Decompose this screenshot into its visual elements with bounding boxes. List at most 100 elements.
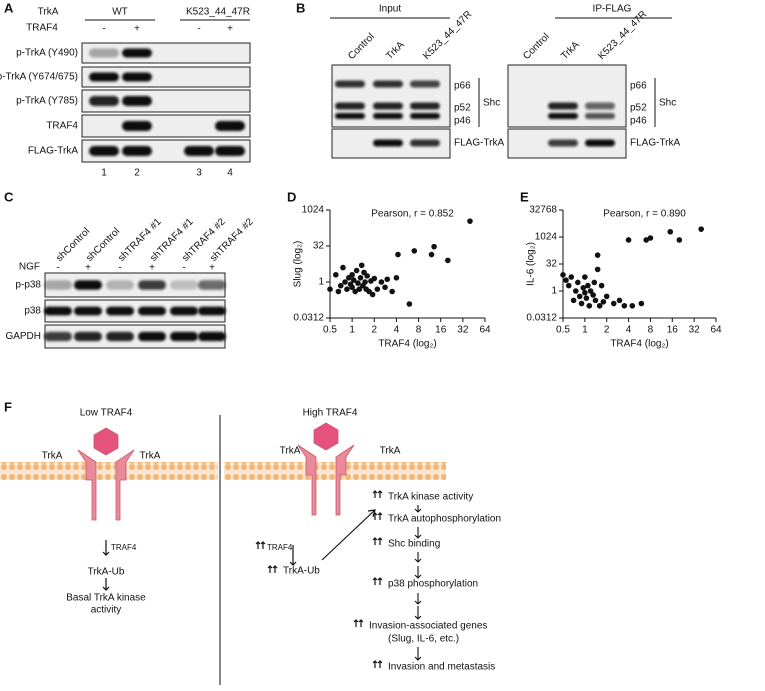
x-tick-label: 32: [457, 325, 469, 336]
band: [138, 280, 166, 290]
up-arrows: [372, 577, 383, 586]
point: [342, 279, 348, 285]
y-tick-label: 1024: [302, 205, 325, 216]
point: [560, 271, 566, 278]
point: [592, 297, 599, 304]
band: [410, 80, 440, 88]
point: [445, 257, 451, 264]
band: [373, 139, 403, 147]
y-axis-label: IL-6 (log₂): [526, 242, 537, 286]
point: [389, 288, 395, 295]
label: 2: [134, 168, 140, 179]
point: [586, 302, 593, 309]
label: p46: [630, 116, 647, 127]
flow-arrow: [414, 566, 422, 579]
x-tick-label: 16: [667, 325, 679, 336]
band: [335, 113, 365, 119]
label: TrkA: [559, 39, 582, 62]
point: [374, 286, 381, 292]
band: [373, 102, 403, 110]
point: [647, 235, 654, 241]
band: [44, 280, 72, 290]
band: [106, 306, 134, 316]
label: FLAG-TrkA: [630, 138, 681, 149]
flow-arrow: [414, 606, 422, 620]
point: [594, 266, 601, 273]
x-tick-label: 4: [626, 325, 632, 336]
point: [340, 264, 346, 271]
point: [582, 274, 588, 280]
up-arrows: [372, 660, 383, 669]
label: p-TrkA (Y674/675): [0, 72, 78, 83]
label: p38 phosphorylation: [388, 579, 478, 590]
band: [548, 81, 578, 88]
point: [575, 279, 581, 286]
panel-letter: A: [4, 0, 14, 15]
x-tick-label: 64: [710, 325, 722, 336]
x-tick-label: 1: [349, 325, 355, 336]
band: [215, 121, 245, 131]
label: -: [182, 263, 185, 274]
band: [410, 102, 440, 110]
band: [373, 80, 403, 88]
y-tick-label: 1: [318, 277, 324, 288]
up-arrows: [353, 619, 364, 628]
band: [170, 331, 198, 342]
point: [596, 302, 603, 309]
point: [580, 285, 587, 291]
point: [667, 228, 674, 235]
band: [106, 331, 134, 342]
band: [335, 80, 365, 88]
point: [358, 262, 365, 269]
label: Invasion and metastasis: [388, 662, 495, 673]
band: [410, 113, 440, 119]
label: FLAG-TrkA: [454, 138, 505, 149]
x-tick-label: 0.5: [323, 325, 337, 336]
label: TrkA: [42, 451, 63, 462]
band: [198, 280, 226, 290]
label: 1: [101, 168, 107, 179]
band: [122, 146, 152, 156]
point: [572, 288, 579, 294]
flow-arrow: [414, 647, 422, 661]
band: [170, 280, 198, 290]
label: p-TrkA (Y490): [16, 48, 78, 59]
x-tick-label: 2: [372, 325, 378, 336]
label: Input: [379, 4, 401, 15]
label: Basal TrkA kinase: [66, 593, 146, 604]
panel-letter: E: [520, 189, 529, 204]
label: p-TrkA (Y785): [16, 96, 78, 107]
point: [349, 271, 355, 278]
y-tick-label: 32: [313, 241, 325, 252]
point: [598, 282, 605, 289]
y-axis-label: Slug (log₂): [293, 241, 304, 288]
label: K523_44_47R: [421, 9, 474, 62]
band: [106, 280, 134, 290]
point: [610, 300, 617, 307]
label: Control: [346, 31, 377, 62]
panel-letter: F: [4, 399, 12, 414]
label: TrkA: [280, 446, 301, 457]
x-tick-label: 1: [582, 325, 588, 336]
point: [349, 284, 355, 291]
flow-arrow: [414, 505, 422, 513]
band: [170, 306, 198, 316]
point: [583, 295, 590, 301]
label: TrkA autophosphorylation: [388, 514, 501, 525]
label: 4: [227, 168, 233, 179]
label: +: [85, 263, 91, 274]
label: Control: [521, 31, 552, 62]
point: [621, 302, 628, 309]
label: +: [209, 263, 215, 274]
point: [676, 237, 683, 243]
band: [548, 139, 578, 147]
label: TrkA: [380, 446, 401, 457]
band: [510, 103, 540, 110]
point: [565, 282, 572, 289]
point: [357, 274, 364, 281]
point: [337, 282, 344, 289]
panel-letter: C: [4, 189, 14, 204]
up-arrows: [255, 541, 266, 550]
point: [350, 277, 357, 283]
